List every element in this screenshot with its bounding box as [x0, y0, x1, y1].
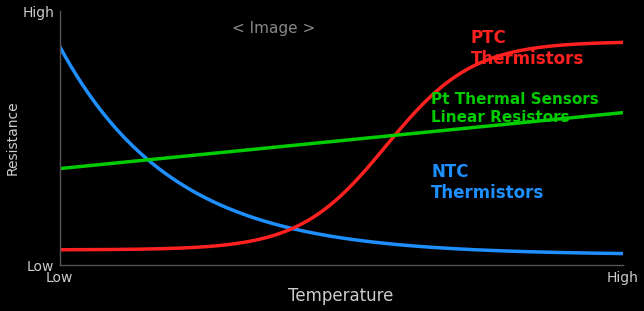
Text: Pt Thermal Sensors
Linear Resistors: Pt Thermal Sensors Linear Resistors	[431, 92, 599, 125]
Text: < Image >: < Image >	[232, 21, 315, 36]
X-axis label: Temperature: Temperature	[289, 287, 394, 305]
Text: NTC
Thermistors: NTC Thermistors	[431, 164, 544, 202]
Text: PTC
Thermistors: PTC Thermistors	[471, 29, 584, 67]
Y-axis label: Resistance: Resistance	[6, 101, 19, 175]
